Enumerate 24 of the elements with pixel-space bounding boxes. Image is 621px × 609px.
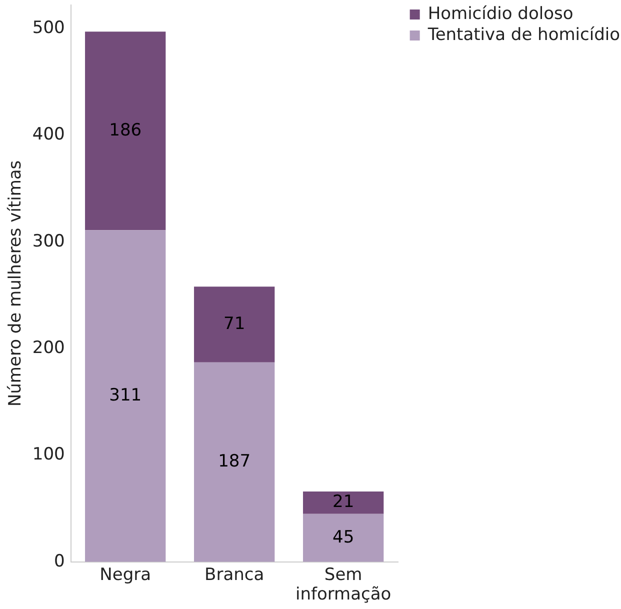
bar xyxy=(85,32,166,230)
data-label: 311 xyxy=(109,385,142,406)
data-label: 71 xyxy=(224,314,246,334)
bar xyxy=(194,362,275,562)
bar xyxy=(194,286,275,362)
y-tick-label: 400 xyxy=(32,124,65,145)
y-axis-title: Número de mulheres vítimas xyxy=(6,160,26,407)
y-tick-label: 100 xyxy=(32,444,65,465)
y-tick-label: 300 xyxy=(32,231,65,252)
data-label: 186 xyxy=(109,120,142,140)
x-tick-label: Sem informação xyxy=(295,565,392,605)
legend-label: Homicídio doloso xyxy=(428,4,574,24)
data-label: 187 xyxy=(218,452,251,472)
x-tick-label: Negra xyxy=(100,565,152,586)
bar xyxy=(85,230,166,562)
y-tick-label: 500 xyxy=(32,18,65,38)
y-tick-label: 0 xyxy=(54,551,65,572)
data-label: 21 xyxy=(332,492,354,512)
bar xyxy=(303,514,384,562)
bar xyxy=(303,491,384,514)
y-tick-label: 200 xyxy=(32,338,65,358)
legend-label: Tentativa de homicídio xyxy=(426,24,620,45)
x-tick-label: Branca xyxy=(204,565,264,586)
data-label: 45 xyxy=(332,527,354,548)
